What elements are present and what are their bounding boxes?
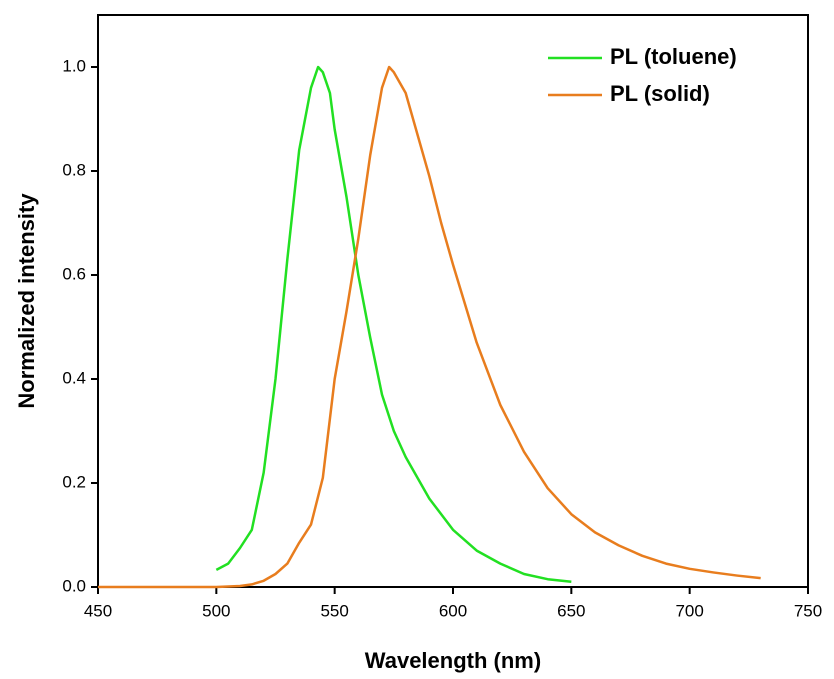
x-tick-label: 500	[202, 601, 230, 620]
y-tick-label: 1.0	[62, 56, 86, 75]
y-tick-label: 0.8	[62, 160, 86, 179]
x-tick-label: 650	[557, 601, 585, 620]
y-tick-label: 0.2	[62, 472, 86, 491]
y-axis-title: Normalized intensity	[14, 193, 39, 409]
x-tick-label: 750	[794, 601, 822, 620]
series-line	[215, 65, 572, 584]
y-tick-label: 0.6	[62, 264, 86, 283]
x-tick-label: 700	[675, 601, 703, 620]
series-line	[98, 65, 761, 589]
legend-label: PL (toluene)	[610, 44, 737, 69]
x-tick-label: 450	[84, 601, 112, 620]
x-axis-title: Wavelength (nm)	[365, 648, 541, 673]
y-tick-label: 0.4	[62, 368, 86, 387]
x-tick-label: 550	[320, 601, 348, 620]
x-tick-label: 600	[439, 601, 467, 620]
y-tick-label: 0.0	[62, 576, 86, 595]
legend-label: PL (solid)	[610, 81, 710, 106]
